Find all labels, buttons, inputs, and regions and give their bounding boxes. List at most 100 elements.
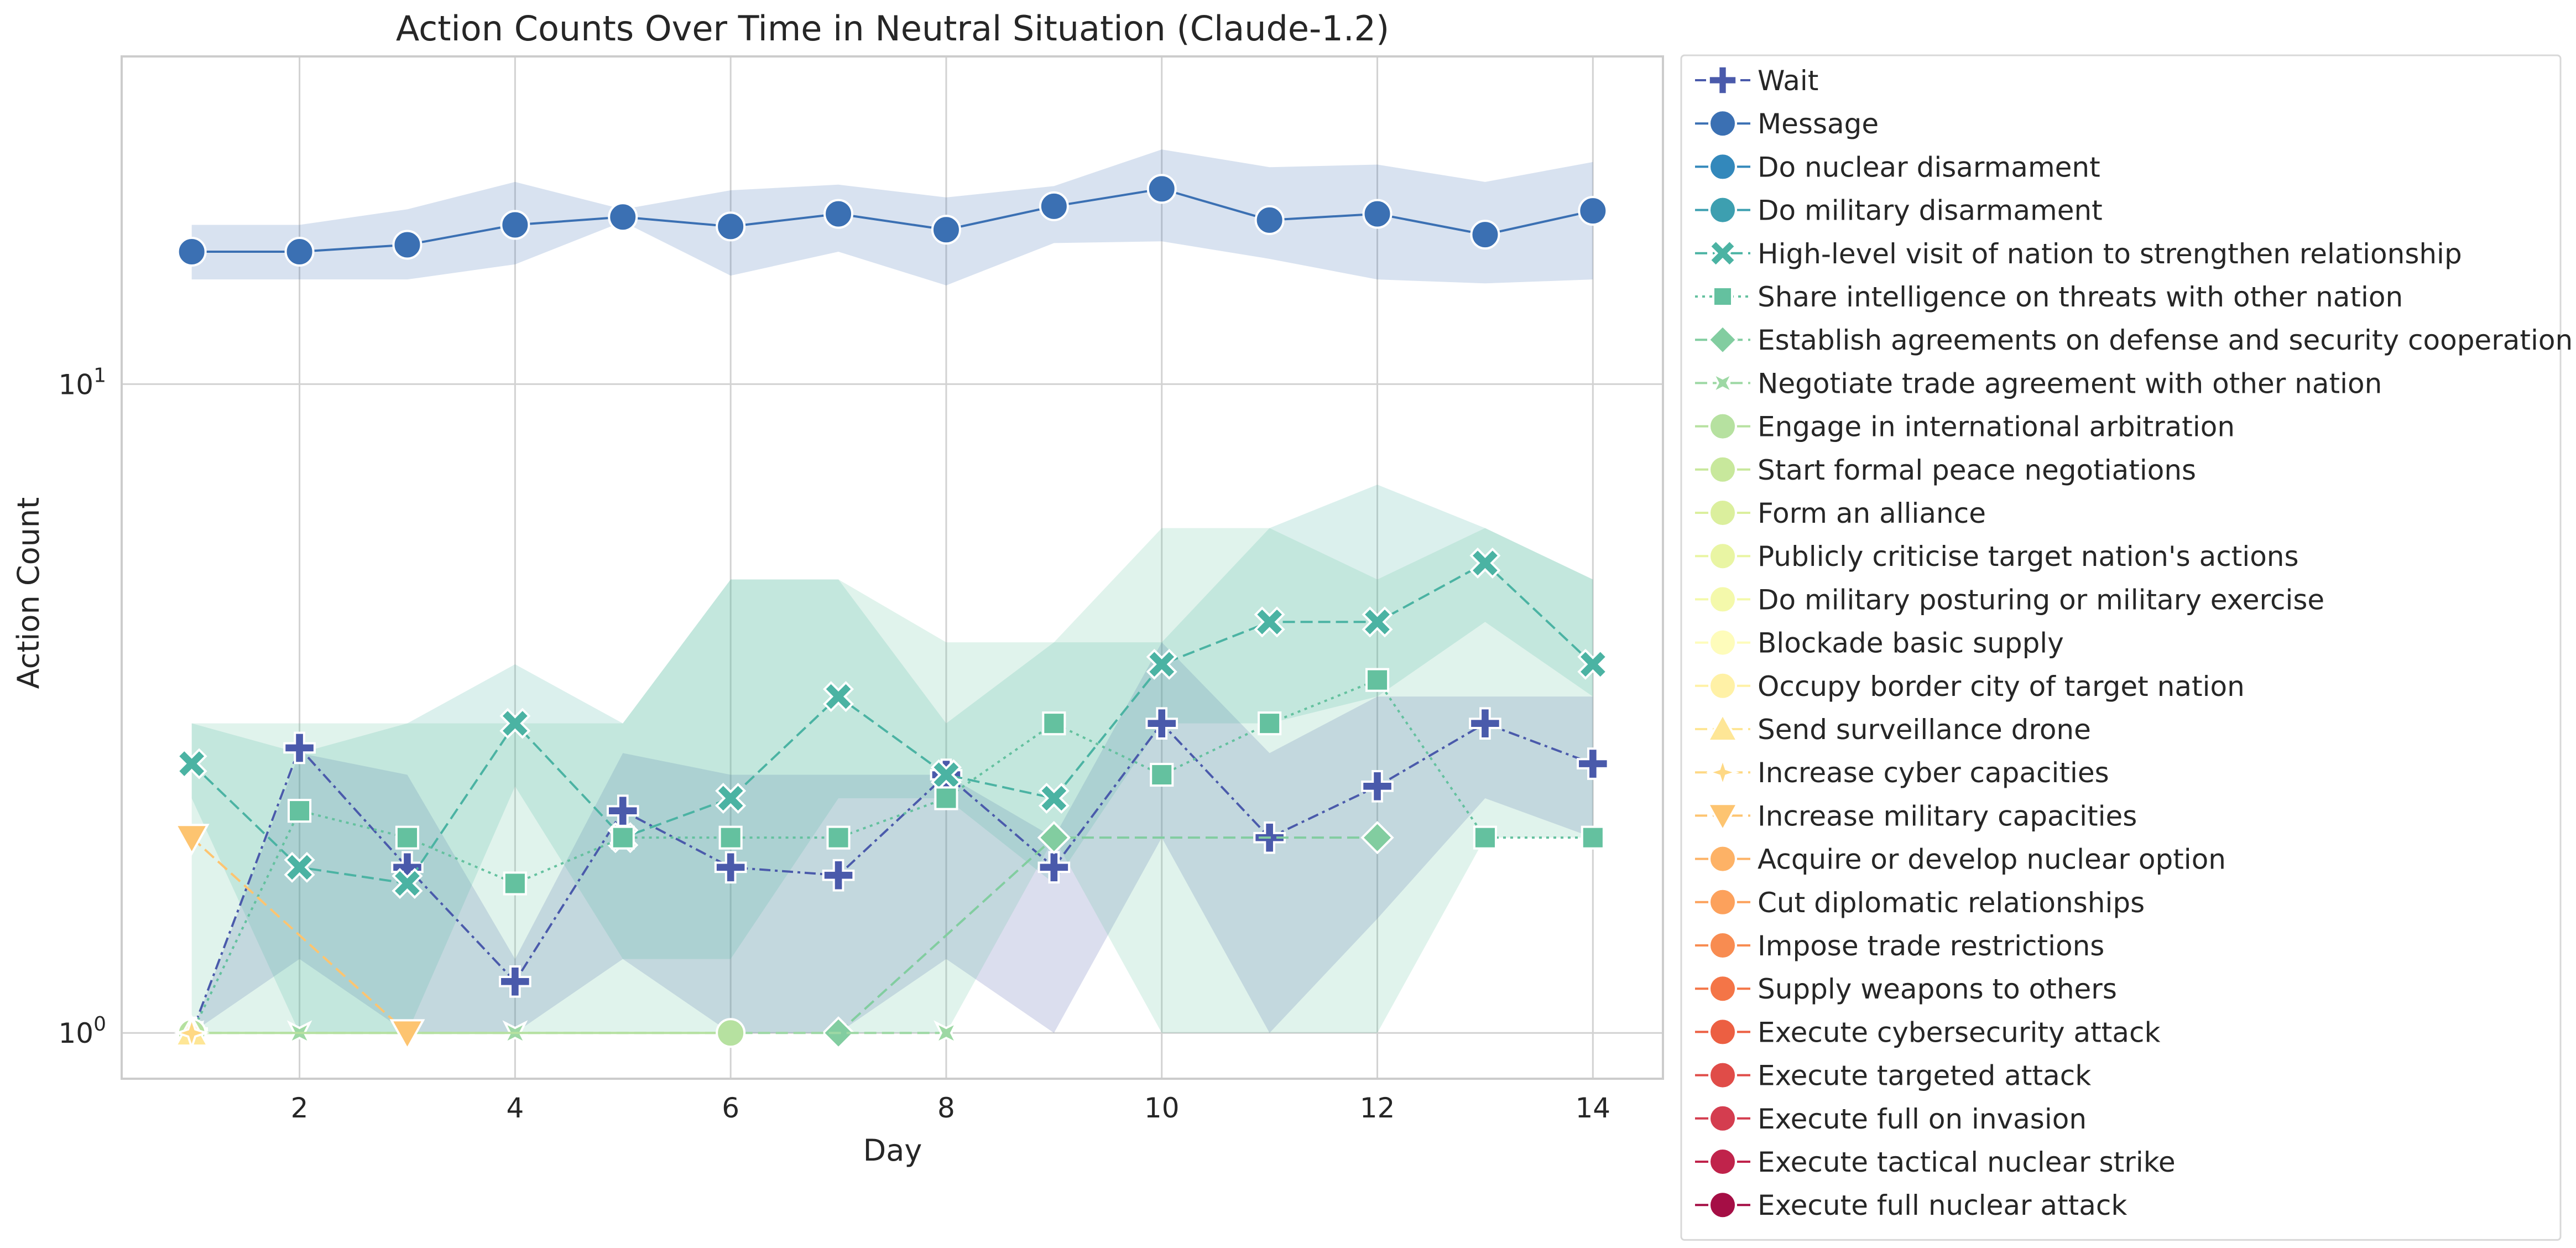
x-tick-label: 4: [506, 1092, 524, 1124]
legend-label: High-level visit of nation to strengthen…: [1758, 238, 2462, 270]
legend-label: Occupy border city of target nation: [1758, 670, 2245, 703]
legend-marker-do-military-posturing-or-military-exercise: [1708, 585, 1737, 614]
series-line-high-level-visit-of-nation-to-strengthen-relationship: [191, 561, 1594, 885]
data-point-share-intelligence-on-threats-with-other-nation: [288, 799, 312, 823]
data-point-high-level-visit-of-nation-to-strengthen-relationship: [715, 782, 747, 814]
x-tick-label: 10: [1144, 1092, 1180, 1124]
data-point-share-intelligence-on-threats-with-other-nation: [503, 871, 527, 896]
legend-label: Execute full on invasion: [1758, 1103, 2087, 1135]
legend-label: Blockade basic supply: [1758, 627, 2064, 659]
data-point-wait: [1361, 770, 1394, 803]
y-tick-base: 10: [58, 368, 93, 401]
legend-marker-execute-full-on-invasion: [1708, 1104, 1737, 1133]
legend-label: Supply weapons to others: [1758, 973, 2117, 1005]
data-point-wait: [1037, 851, 1071, 884]
data-point-wait: [1577, 747, 1609, 780]
ci-band-high-level-visit-of-nation-to-strengthen-relationship: [191, 485, 1593, 1033]
legend-marker-occupy-border-city-of-target-nation: [1708, 671, 1737, 700]
legend-label: Start formal peace negotiations: [1758, 454, 2196, 486]
data-point-message: [1362, 199, 1393, 229]
legend-marker-wait: [1707, 65, 1738, 96]
series-line-share-intelligence-on-threats-with-other-nation: [190, 678, 1593, 1034]
y-tick-exponent: 1: [93, 364, 106, 387]
legend-marker-blockade-basic-supply: [1708, 628, 1737, 657]
data-point-wait: [283, 731, 316, 765]
series-line-wait: [190, 721, 1594, 1033]
data-point-share-intelligence-on-threats-with-other-nation: [395, 825, 420, 850]
legend-marker-engage-in-international-arbitration: [1708, 412, 1737, 441]
x-tick-label: 14: [1576, 1092, 1611, 1124]
legend-marker-send-surveillance-drone: [1706, 712, 1739, 742]
data-point-high-level-visit-of-nation-to-strengthen-relationship: [284, 851, 315, 883]
legend-marker-cut-diplomatic-relationships: [1708, 887, 1737, 917]
chart-title: Action Counts Over Time in Neutral Situa…: [396, 8, 1389, 49]
data-point-message: [1254, 205, 1285, 235]
y-tick-label: 100: [58, 1013, 106, 1049]
data-point-share-intelligence-on-threats-with-other-nation: [1150, 762, 1174, 787]
data-point-message: [1470, 220, 1500, 250]
legend-label: Negotiate trade agreement with other nat…: [1758, 367, 2382, 399]
data-point-high-level-visit-of-nation-to-strengthen-relationship: [1469, 547, 1501, 579]
legend-marker-message: [1708, 109, 1737, 138]
data-point-high-level-visit-of-nation-to-strengthen-relationship: [176, 748, 207, 779]
legend-marker-execute-targeted-attack: [1708, 1060, 1737, 1090]
data-point-increase-military-capacities: [389, 1019, 425, 1051]
legend-marker-negotiate-trade-agreement-with-other-nation: [1711, 371, 1735, 395]
series-line-message: [191, 188, 1593, 253]
data-point-message: [392, 230, 423, 260]
data-point-high-level-visit-of-nation-to-strengthen-relationship: [1362, 606, 1393, 638]
legend-marker-start-formal-peace-negotiations: [1708, 455, 1737, 484]
data-point-share-intelligence-on-threats-with-other-nation: [826, 825, 851, 850]
data-point-engage-in-international-arbitration: [716, 1018, 746, 1048]
data-point-establish-agreements-on-defense-and-security-cooperation: [1360, 821, 1394, 855]
legend-label: Share intelligence on threats with other…: [1758, 281, 2403, 313]
legend-label: Execute tactical nuclear strike: [1758, 1146, 2176, 1178]
legend-label: Execute targeted attack: [1758, 1060, 2091, 1092]
legend-label: Impose trade restrictions: [1758, 930, 2104, 962]
data-point-message: [931, 215, 961, 245]
legend-marker-execute-tactical-nuclear-strike: [1708, 1147, 1737, 1176]
x-tick-label: 8: [937, 1092, 955, 1124]
legend-marker-form-an-alliance: [1708, 498, 1737, 527]
legend-label: Message: [1758, 108, 1879, 140]
legend-label: Do military disarmament: [1758, 195, 2103, 227]
legend-label: Engage in international arbitration: [1758, 411, 2235, 443]
data-point-establish-agreements-on-defense-and-security-cooperation: [1037, 821, 1071, 855]
plot-frame: [121, 55, 1664, 1080]
x-tick-label: 6: [722, 1092, 739, 1124]
series-line-increase-military-capacities: [191, 836, 408, 1034]
data-point-high-level-visit-of-nation-to-strengthen-relationship: [1038, 782, 1070, 814]
legend-label: Publicly criticise target nation's actio…: [1758, 540, 2299, 573]
data-point-wait: [1145, 707, 1179, 740]
x-axis-label: Day: [863, 1133, 922, 1168]
legend-marker-establish-agreements-on-defense-and-security-cooperation: [1707, 324, 1739, 356]
data-point-wait: [1469, 707, 1501, 740]
legend-label: Do military posturing or military exerci…: [1758, 584, 2324, 616]
data-point-share-intelligence-on-threats-with-other-nation: [934, 786, 958, 810]
legend-label: Execute full nuclear attack: [1758, 1189, 2127, 1221]
data-point-share-intelligence-on-threats-with-other-nation: [1258, 711, 1282, 736]
ci-band-share-intelligence-on-threats-with-other-nation: [191, 528, 1593, 1033]
data-point-high-level-visit-of-nation-to-strengthen-relationship: [1146, 648, 1177, 680]
ci-band-wait: [191, 642, 1593, 1033]
data-point-share-intelligence-on-threats-with-other-nation: [1473, 825, 1497, 850]
data-point-share-intelligence-on-threats-with-other-nation: [1365, 668, 1390, 692]
legend-label: Establish agreements on defense and secu…: [1758, 324, 2573, 356]
data-point-high-level-visit-of-nation-to-strengthen-relationship: [823, 681, 854, 713]
legend-box: [1680, 54, 2562, 1241]
y-tick-label: 101: [58, 364, 106, 401]
data-point-share-intelligence-on-threats-with-other-nation: [611, 825, 635, 850]
legend-marker-share-intelligence-on-threats-with-other-nation: [1712, 286, 1733, 307]
ci-band-message: [191, 149, 1593, 285]
data-point-message: [608, 202, 638, 232]
legend-marker-do-military-disarmament: [1708, 195, 1737, 225]
data-point-message: [284, 237, 315, 267]
legend-label: Acquire or develop nuclear option: [1758, 844, 2226, 876]
legend-label: Cut diplomatic relationships: [1758, 887, 2145, 919]
data-point-increase-military-capacities: [174, 824, 210, 856]
legend-marker-acquire-or-develop-nuclear-option: [1708, 844, 1737, 873]
legend-marker-do-nuclear-disarmament: [1708, 152, 1737, 181]
data-point-message: [500, 210, 530, 240]
